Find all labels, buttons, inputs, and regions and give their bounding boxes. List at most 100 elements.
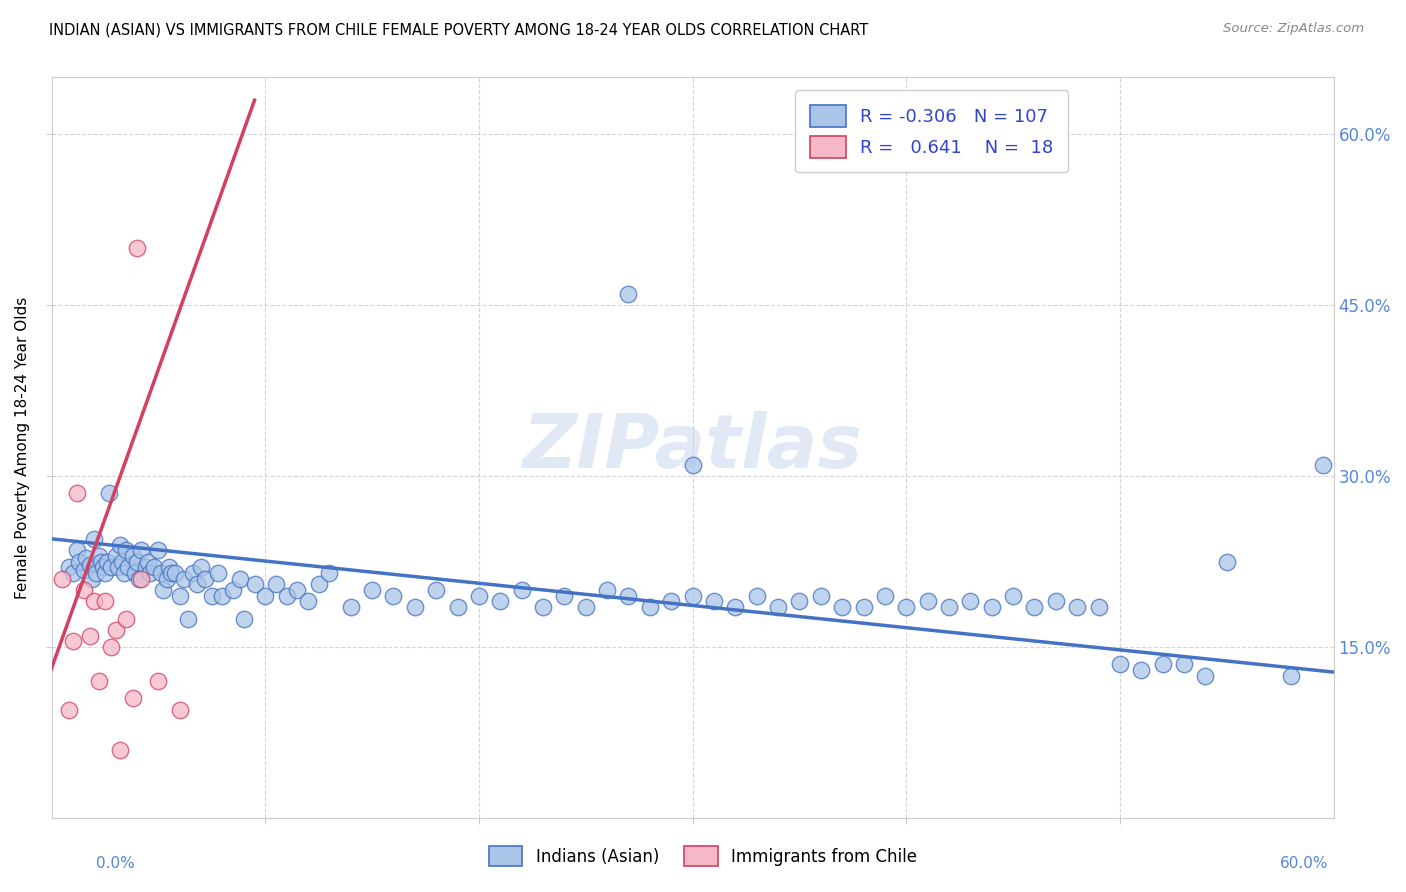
Point <box>149 566 172 580</box>
Point <box>1173 657 1195 672</box>
Point <box>148 674 170 689</box>
Point <box>766 600 789 615</box>
Point <box>873 589 896 603</box>
Text: 0.0%: 0.0% <box>96 856 135 871</box>
Point <box>917 594 939 608</box>
Point <box>66 486 89 500</box>
Point <box>617 589 640 603</box>
Point <box>58 703 80 717</box>
Point <box>121 549 143 563</box>
Point <box>62 634 84 648</box>
Point <box>91 560 114 574</box>
Point <box>115 611 138 625</box>
Point <box>1194 668 1216 682</box>
Point <box>659 594 682 608</box>
Point <box>264 577 287 591</box>
Legend: R = -0.306   N = 107, R =   0.641    N =  18: R = -0.306 N = 107, R = 0.641 N = 18 <box>796 90 1069 172</box>
Point <box>404 600 426 615</box>
Point <box>285 583 308 598</box>
Point <box>446 600 468 615</box>
Point <box>169 703 191 717</box>
Point <box>87 549 110 563</box>
Point <box>152 583 174 598</box>
Point <box>104 623 127 637</box>
Point <box>810 589 832 603</box>
Point <box>745 589 768 603</box>
Point <box>211 589 233 603</box>
Point <box>143 560 166 574</box>
Point <box>308 577 330 591</box>
Point <box>382 589 405 603</box>
Point <box>276 589 298 603</box>
Point <box>207 566 229 580</box>
Point <box>104 549 127 563</box>
Point <box>108 742 131 756</box>
Point <box>124 566 146 580</box>
Point <box>82 572 104 586</box>
Point <box>107 560 129 574</box>
Point <box>243 577 266 591</box>
Point <box>489 594 512 608</box>
Point <box>596 583 619 598</box>
Point <box>1279 668 1302 682</box>
Point <box>194 572 217 586</box>
Point <box>724 600 747 615</box>
Point <box>98 486 121 500</box>
Point <box>169 589 191 603</box>
Point <box>79 558 101 572</box>
Point <box>136 555 159 569</box>
Point <box>96 555 118 569</box>
Point <box>121 691 143 706</box>
Point <box>100 640 122 654</box>
Point <box>83 532 105 546</box>
Point <box>125 241 148 255</box>
Point <box>638 600 661 615</box>
Point <box>1024 600 1046 615</box>
Point <box>1045 594 1067 608</box>
Point <box>575 600 598 615</box>
Point <box>1002 589 1025 603</box>
Point <box>156 572 179 586</box>
Point <box>160 566 183 580</box>
Point <box>938 600 960 615</box>
Point <box>232 611 254 625</box>
Point <box>1216 555 1239 569</box>
Point <box>148 543 170 558</box>
Point <box>186 577 208 591</box>
Point <box>297 594 319 608</box>
Legend: Indians (Asian), Immigrants from Chile: Indians (Asian), Immigrants from Chile <box>482 839 924 873</box>
Point <box>617 286 640 301</box>
Point <box>117 560 139 574</box>
Point <box>553 589 575 603</box>
Text: Source: ZipAtlas.com: Source: ZipAtlas.com <box>1223 22 1364 36</box>
Point <box>66 543 89 558</box>
Point <box>173 572 195 586</box>
Point <box>129 572 152 586</box>
Point <box>831 600 853 615</box>
Point <box>129 543 152 558</box>
Point <box>682 458 704 472</box>
Point <box>177 611 200 625</box>
Point <box>128 572 150 586</box>
Point <box>72 563 94 577</box>
Point <box>135 560 157 574</box>
Point <box>1109 657 1132 672</box>
Point <box>62 566 84 580</box>
Point <box>157 560 180 574</box>
Point <box>165 566 187 580</box>
Point <box>94 594 117 608</box>
Point <box>87 674 110 689</box>
Point <box>959 594 981 608</box>
Point <box>896 600 918 615</box>
Point <box>108 537 131 551</box>
Point <box>1312 458 1334 472</box>
Point <box>980 600 1002 615</box>
Point <box>1130 663 1153 677</box>
Y-axis label: Female Poverty Among 18-24 Year Olds: Female Poverty Among 18-24 Year Olds <box>15 296 30 599</box>
Point <box>75 551 97 566</box>
Point <box>83 594 105 608</box>
Point <box>510 583 533 598</box>
Point <box>1066 600 1088 615</box>
Point <box>531 600 554 615</box>
Point <box>181 566 204 580</box>
